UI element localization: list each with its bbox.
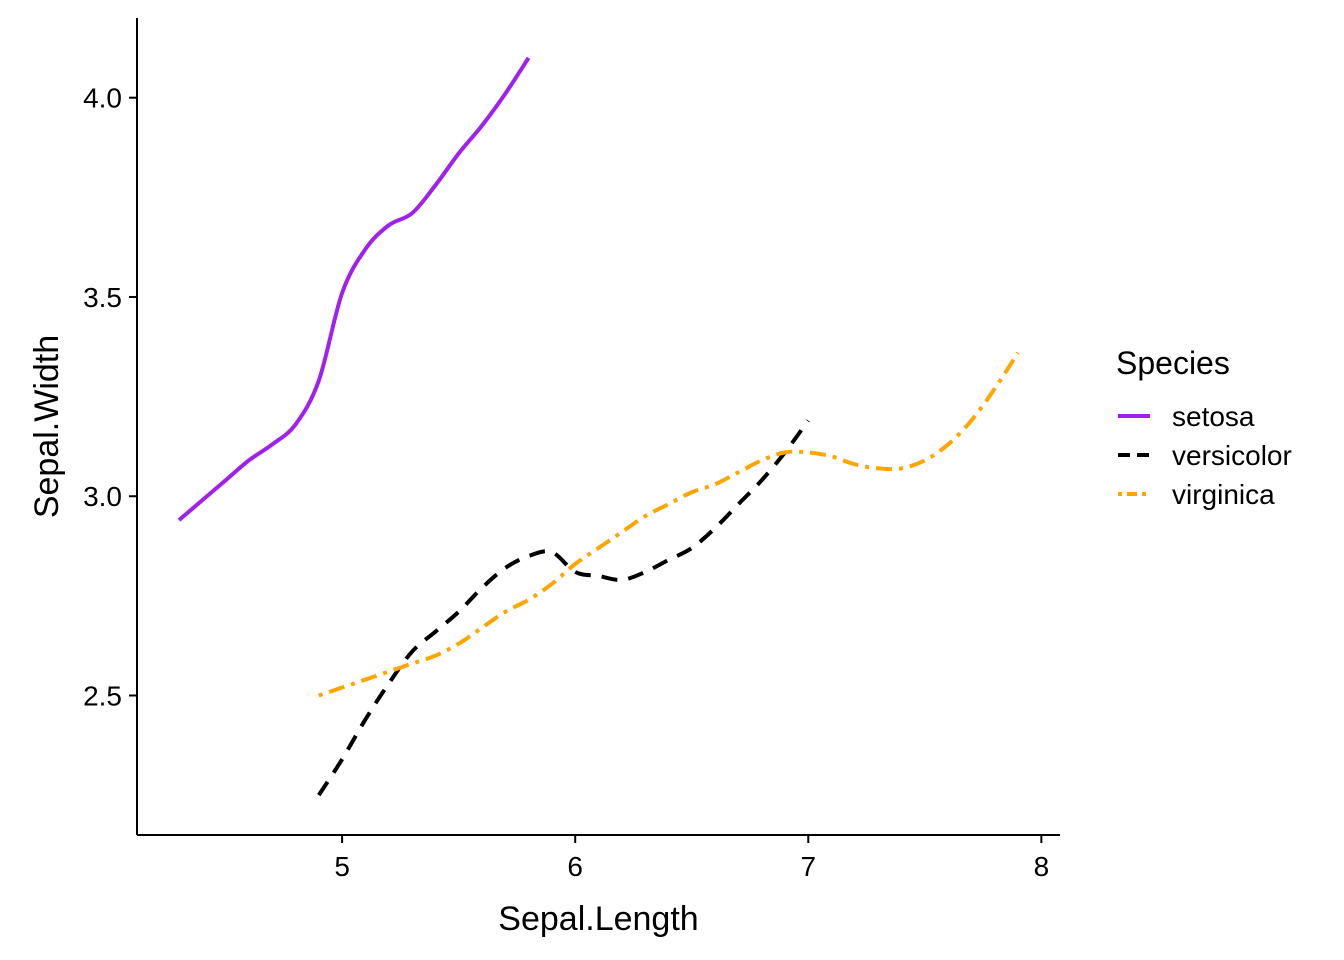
- legend-label-setosa: setosa: [1172, 401, 1255, 432]
- x-tick-label: 5: [334, 851, 350, 882]
- axes: 5 6 7 8 2.5 3.0 3.5 4.0: [83, 18, 1060, 882]
- x-axis-title: Sepal.Length: [498, 900, 698, 938]
- legend-label-versicolor: versicolor: [1172, 440, 1292, 471]
- series-line-setosa: [177, 56, 531, 522]
- y-tick-label: 3.5: [83, 282, 122, 313]
- x-tick-label: 6: [567, 851, 583, 882]
- plot-area: [177, 56, 1020, 797]
- y-axis-title: Sepal.Width: [28, 335, 66, 518]
- legend: Species setosa versicolor virginica: [1116, 345, 1292, 510]
- legend-label-virginica: virginica: [1172, 479, 1275, 510]
- y-tick-label: 4.0: [83, 83, 122, 114]
- series-line-versicolor: [317, 419, 810, 797]
- series-line-virginica: [318, 351, 1020, 698]
- y-tick-label: 3.0: [83, 481, 122, 512]
- x-tick-label: 7: [800, 851, 816, 882]
- y-tick-label: 2.5: [83, 681, 122, 712]
- legend-title: Species: [1116, 345, 1230, 381]
- x-tick-label: 8: [1034, 851, 1050, 882]
